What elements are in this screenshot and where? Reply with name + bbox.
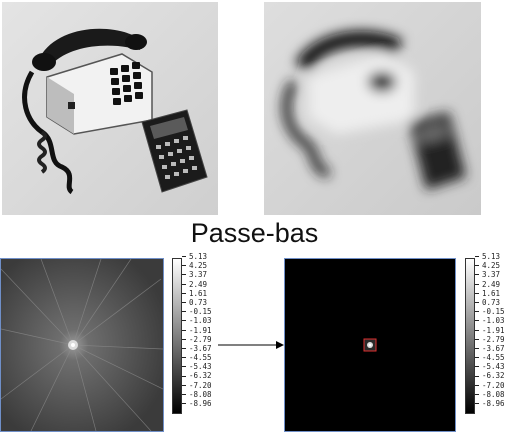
blurred-photo-graphic	[264, 2, 481, 215]
tick-label: -1.91	[482, 325, 505, 335]
tick-label: 5.13	[482, 252, 501, 261]
tick-label: 1.61	[189, 288, 208, 298]
tick-label: -0.15	[482, 307, 505, 317]
tick-label: -3.67	[482, 343, 505, 353]
colorbar-right	[465, 258, 475, 414]
original-photo	[2, 2, 218, 215]
tick-label: -5.43	[482, 362, 505, 372]
spectrum-graphic	[1, 259, 163, 431]
tick-label: -2.79	[189, 334, 212, 344]
tick-label: 3.37	[189, 270, 208, 280]
tick-label: -3.67	[189, 343, 212, 353]
colorbar-right-labels: 5.13 4.25 3.37 2.49 1.61 0.73 -0.15 -1.0…	[475, 252, 509, 408]
masked-spectrum-panel	[284, 258, 456, 432]
arrow-right-icon	[218, 341, 284, 349]
tick-label: -8.08	[189, 389, 212, 399]
colorbar-left-labels: 5.13 4.25 3.37 2.49 1.61 0.73 -0.15 -1.0…	[182, 252, 226, 408]
page-title: Passe-bas	[190, 218, 319, 248]
fourier-spectrum-panel	[0, 258, 164, 432]
tick-label: 3.37	[482, 270, 501, 280]
tick-label: -5.43	[189, 362, 212, 372]
tick-label: -8.08	[482, 389, 505, 399]
tick-label: -4.55	[482, 353, 505, 363]
filtered-photo	[264, 2, 481, 215]
tick-label: 2.49	[482, 279, 501, 289]
tick-label: 5.13	[189, 252, 208, 261]
tick-label: -1.03	[482, 316, 505, 326]
tick-label: 0.73	[482, 297, 501, 307]
tick-label: -0.15	[189, 307, 212, 317]
tick-label: -6.32	[189, 371, 212, 381]
tick-label: -7.20	[189, 380, 212, 390]
tick-label: -7.20	[482, 380, 505, 390]
tick-label: 4.25	[189, 261, 208, 271]
tick-label: 2.49	[189, 279, 208, 289]
tick-label: -6.32	[482, 371, 505, 381]
tick-label: -2.79	[482, 334, 505, 344]
masked-spectrum-graphic	[285, 259, 455, 431]
colorbar-left	[172, 258, 182, 414]
telephone-photo-graphic	[2, 2, 218, 215]
tick-label: -8.96	[189, 399, 212, 408]
tick-label: -4.55	[189, 353, 212, 363]
tick-label: -1.03	[189, 316, 212, 326]
tick-label: 4.25	[482, 261, 501, 271]
tick-label: 1.61	[482, 288, 501, 298]
tick-label: -1.91	[189, 325, 212, 335]
tick-label: -8.96	[482, 399, 505, 408]
tick-label: 0.73	[189, 297, 208, 307]
